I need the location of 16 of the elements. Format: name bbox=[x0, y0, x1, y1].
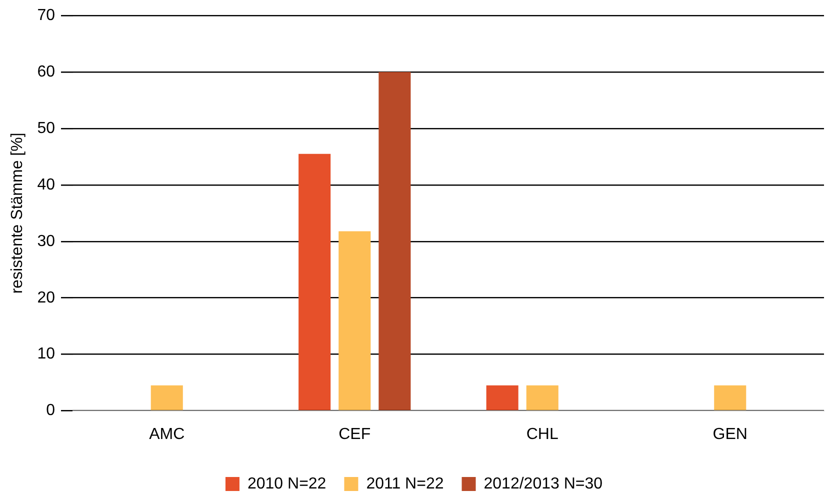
x-tick-label: AMC bbox=[149, 426, 185, 443]
legend-label: 2010 N=22 bbox=[247, 475, 326, 492]
y-tick-label: 0 bbox=[46, 402, 56, 420]
y-axis-title: resistente Stämme [%] bbox=[9, 132, 26, 294]
y-tick-label: 70 bbox=[37, 7, 56, 24]
x-tick-label: CHL bbox=[526, 426, 558, 443]
legend-label: 2012/2013 N=30 bbox=[484, 475, 603, 492]
y-tick-label: 20 bbox=[37, 289, 56, 306]
y-tick-label: 50 bbox=[37, 120, 56, 137]
x-tick-label: GEN bbox=[712, 426, 748, 443]
y-tick-label: 60 bbox=[37, 63, 56, 80]
legend-label: 2011 N=22 bbox=[366, 475, 444, 492]
y-tick-label: 40 bbox=[37, 176, 56, 194]
x-tick-label: CEF bbox=[338, 426, 371, 443]
y-tick-label: 30 bbox=[37, 232, 56, 250]
y-tick-label: 10 bbox=[37, 346, 56, 363]
